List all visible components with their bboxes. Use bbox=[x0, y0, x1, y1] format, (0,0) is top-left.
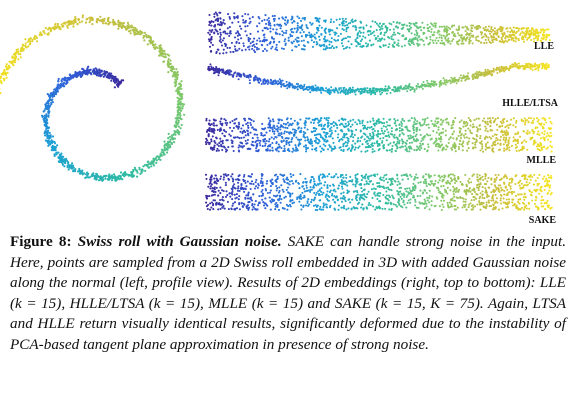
mlle-label: MLLE bbox=[527, 155, 557, 166]
mlle-embedding bbox=[204, 116, 553, 154]
sake-label: SAKE bbox=[529, 215, 557, 226]
figure: LLE HLLE/LTSA MLLE SAKE bbox=[0, 11, 559, 226]
caption-body: SAKE can handle strong noise in the inpu… bbox=[10, 233, 566, 353]
swiss-roll-profile-view bbox=[0, 14, 186, 182]
sake-embedding bbox=[204, 173, 553, 212]
lle-label: LLE bbox=[534, 41, 554, 52]
hlle-ltsa-label: HLLE/LTSA bbox=[502, 98, 559, 109]
caption-label: Figure 8: bbox=[10, 233, 72, 250]
hlle-ltsa-embedding bbox=[207, 61, 550, 96]
caption-title: Swiss roll with Gaussian noise. bbox=[77, 233, 282, 250]
figure-caption: Figure 8: Swiss roll with Gaussian noise… bbox=[10, 232, 566, 356]
lle-embedding bbox=[207, 11, 551, 55]
figure-plots: LLE HLLE/LTSA MLLE SAKE bbox=[0, 11, 559, 226]
